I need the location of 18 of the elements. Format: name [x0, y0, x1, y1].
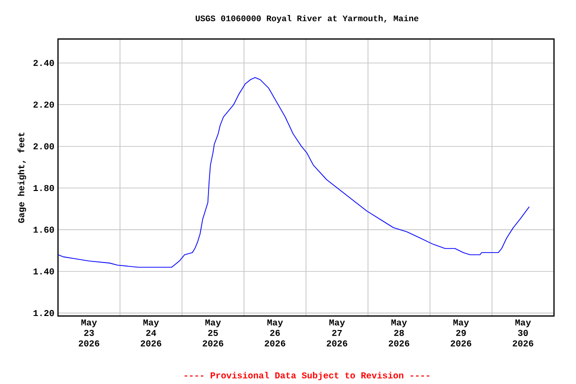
x-tick-label: May 25 2026 [202, 320, 224, 346]
chart-title: USGS 01060000 Royal River at Yarmouth, Maine [196, 15, 418, 23]
y-tick-label: 1.40 [34, 268, 54, 274]
x-tick-label: May 27 2026 [326, 320, 348, 346]
x-tick-label: May 30 2026 [512, 320, 534, 346]
y-tick-label: 1.80 [34, 184, 54, 192]
y-tick-label: 2.00 [33, 143, 54, 150]
x-tick-label: May 26 2026 [264, 320, 286, 346]
y-tick-label: 2.40 [33, 60, 54, 66]
x-tick-label: May 29 2026 [450, 320, 472, 346]
y-axis-title: Gage height, feet [18, 132, 26, 223]
y-tick-label: 2.20 [33, 102, 54, 108]
x-tick-label: May 24 2026 [140, 320, 162, 346]
y-tick-label: 1.20 [34, 310, 54, 316]
text: ---- Provisional Data Subject to Revision ---- [184, 372, 430, 380]
x-tick-label: May 28 2026 [388, 320, 410, 346]
y-tick-label: 1.60 [34, 226, 54, 233]
x-tick-label: May 23 2026 [78, 320, 100, 346]
